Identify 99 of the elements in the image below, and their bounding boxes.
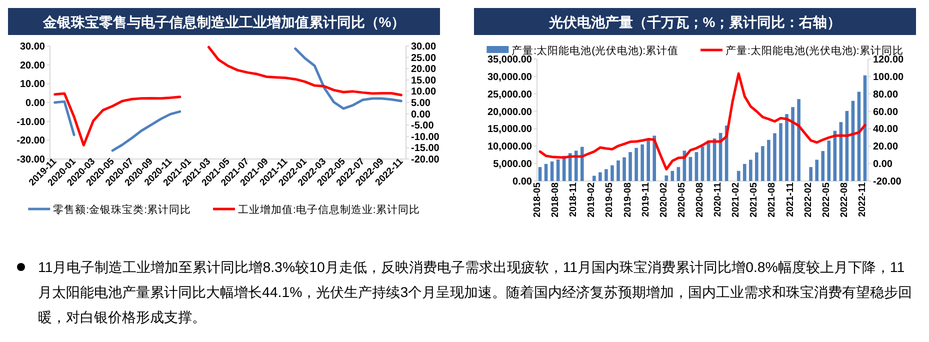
x-tick-label: 2020-05 <box>676 182 688 218</box>
bar <box>574 150 578 181</box>
text: 11月电子制造工业增加至累计同比增8.3%较10月走低，反映消费电子需求出现疲软，11月国内珠宝消费累计同比增0.8%幅度较上月下降，11月太阳能电池产量累计同比大幅增长44.1%，光伏生产持续3个月呈现加速。随着国内经济复苏预期增加，国内工业需求和珠宝消费有望稳步回暖，对白银价格形成支撑。 <box>38 260 912 326</box>
bar <box>700 146 704 181</box>
y-tick-label: 30,000.00 <box>488 72 532 83</box>
bar <box>736 170 740 181</box>
x-tick-label: 2019-08 <box>622 182 634 218</box>
y2-tick-label: 15.00 <box>411 75 436 86</box>
legend-label: 产量:太阳能电池(光伏电池):累计同比 <box>726 44 904 57</box>
bar <box>538 167 542 181</box>
y2-tick-label: 80.00 <box>873 89 898 100</box>
x-tick-label: 2021-02 <box>730 182 742 218</box>
x-tick-label: 2021-11 <box>784 182 796 217</box>
x-tick-label: 2018-11 <box>568 182 580 217</box>
y-tick-label: -20.00 <box>16 136 46 147</box>
y-tick-label: -10.00 <box>16 116 46 128</box>
y2-tick-label: -10.00 <box>411 132 440 143</box>
bar <box>779 123 782 181</box>
y-tick-label: 15,000.00 <box>488 124 532 136</box>
y2-tick-label: 20.00 <box>873 142 898 153</box>
y-tick-label: 25,000.00 <box>488 89 532 100</box>
bar <box>676 167 680 181</box>
bar <box>640 144 644 181</box>
bar <box>833 130 837 181</box>
bar <box>791 107 794 181</box>
bar <box>664 175 668 181</box>
legend-label: 产量:太阳能电池(光伏电池):累计值 <box>512 44 678 57</box>
bar <box>821 151 825 181</box>
bar <box>550 161 554 181</box>
x-tick-label: 2022-08 <box>838 182 850 218</box>
bar <box>580 146 584 181</box>
bar <box>610 165 614 181</box>
x-tick-label: 2018-05 <box>532 182 544 218</box>
y2-tick-label: -15.00 <box>411 143 440 154</box>
x-tick-label: 2021-08 <box>766 182 778 218</box>
y-tick-label: 5,000.00 <box>493 159 532 170</box>
bar <box>670 170 674 181</box>
y-tick-label: 10.00 <box>20 79 46 90</box>
x-tick-label: 2019-11 <box>640 182 652 217</box>
bar <box>797 99 800 181</box>
y-tick-label: 20,000.00 <box>488 106 532 118</box>
bar <box>544 164 548 181</box>
x-tick-label: 2021-05 <box>748 182 760 218</box>
y-tick-label: 0.00 <box>512 176 532 188</box>
y2-tick-label: 100.00 <box>873 72 904 83</box>
bar <box>598 172 602 181</box>
legend-label: 零售额:金银珠宝类:累计同比 <box>53 203 191 216</box>
y2-tick-label: 25.00 <box>411 52 436 64</box>
y2-tick-label: 5.00 <box>411 98 431 109</box>
bar <box>767 140 770 181</box>
x-tick-label: 2019-05 <box>604 182 616 218</box>
bar <box>622 157 626 181</box>
y2-tick-label: -20.00 <box>411 154 440 166</box>
y2-tick-label: -20.00 <box>873 176 902 188</box>
y-tick-label: 30.00 <box>20 42 46 52</box>
bar <box>815 160 818 181</box>
bar <box>616 160 620 181</box>
y2-tick-label: 30.00 <box>411 42 436 52</box>
bar <box>556 159 560 181</box>
bar <box>748 160 752 181</box>
y-tick-label: 20.00 <box>20 60 46 72</box>
bar <box>761 146 764 181</box>
chart-title: 光伏电池产量（千万瓦；%；累计同比：右轴） <box>548 14 842 30</box>
x-tick-label: 2020-02 <box>658 182 670 218</box>
bar <box>809 167 812 181</box>
y2-tick-label: -5.00 <box>411 120 434 132</box>
x-tick-label: 2022-11 <box>856 182 868 217</box>
y2-tick-label: 60.00 <box>873 106 898 118</box>
bar <box>694 152 698 181</box>
x-tick-label: 2020-11 <box>712 182 724 217</box>
bar <box>568 153 572 181</box>
y2-tick-label: 40.00 <box>873 124 898 136</box>
bar <box>688 156 692 181</box>
bar <box>646 140 650 181</box>
bar <box>604 169 608 181</box>
bar <box>755 152 758 181</box>
y2-tick-label: 20.00 <box>411 64 436 76</box>
bar <box>634 148 638 181</box>
y2-tick-label: 10.00 <box>411 86 436 98</box>
x-tick-label: 2022-02 <box>802 182 814 218</box>
y-tick-label: 35,000.00 <box>488 54 532 66</box>
line-series <box>538 72 866 170</box>
y-tick-label: 10,000.00 <box>488 142 532 153</box>
bar <box>742 164 746 181</box>
y2-tick-label: 120.00 <box>873 54 904 66</box>
x-tick-label: 2019-02 <box>586 182 598 218</box>
bar <box>773 133 776 181</box>
bar <box>592 176 596 181</box>
y2-tick-label: 0.00 <box>411 109 431 120</box>
y2-tick-label: 0.00 <box>873 159 893 170</box>
bar <box>827 140 831 181</box>
bar <box>628 152 632 181</box>
legend-label: 工业增加值:电子信息制造业:累计同比 <box>238 203 420 216</box>
x-tick-label: 2022-05 <box>820 182 832 218</box>
chart-title: 金银珠宝零售与电子信息制造业工业增加值累计同比（%） <box>42 14 406 30</box>
x-tick-label: 2020-08 <box>694 182 706 218</box>
bar <box>785 114 788 181</box>
y-tick-label: 0.00 <box>26 98 46 109</box>
x-tick-label: 2018-08 <box>550 182 562 218</box>
